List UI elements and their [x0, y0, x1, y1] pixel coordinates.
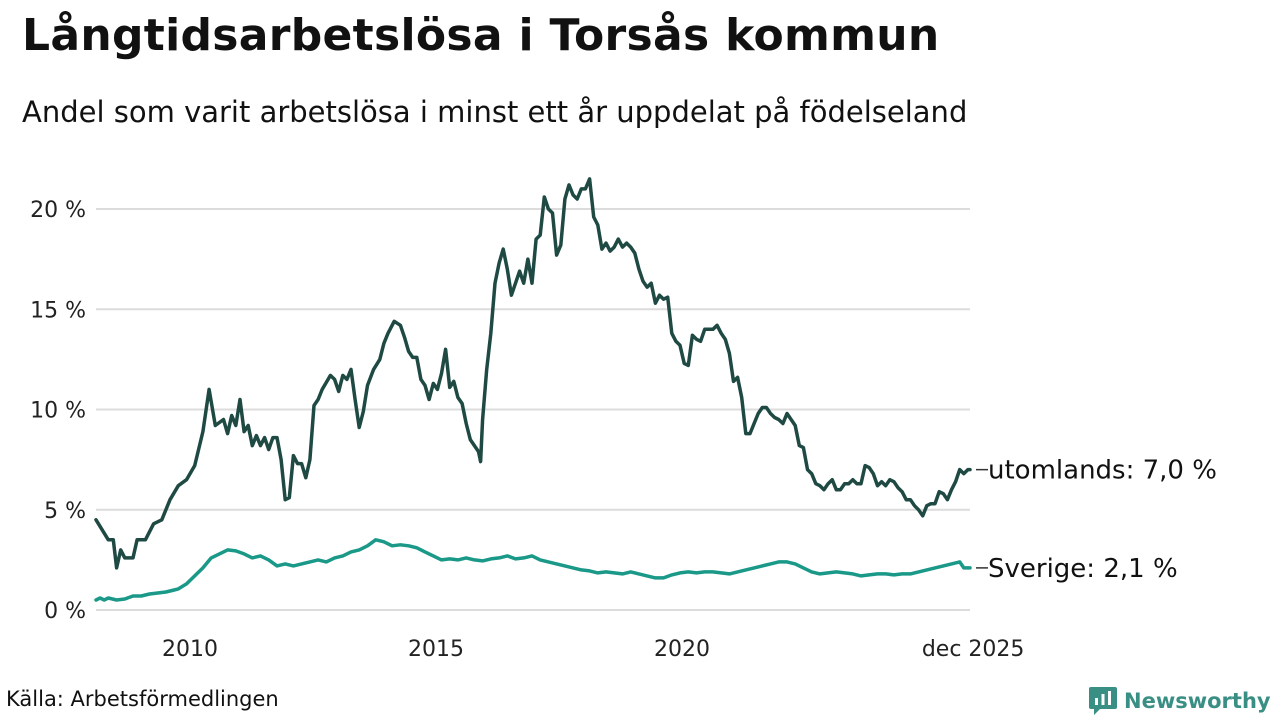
y-tick-label: 5 % — [44, 499, 86, 524]
y-tick-label: 0 % — [44, 599, 86, 624]
series-line-utomlands — [94, 177, 972, 570]
source-note: Källa: Arbetsförmedlingen — [6, 687, 279, 711]
y-tick-label: 15 % — [30, 298, 86, 323]
chart-subtitle: Andel som varit arbetslösa i minst ett å… — [22, 95, 968, 129]
x-tick-label: 2015 — [408, 637, 464, 662]
series-line-sverige — [94, 538, 972, 602]
series-end-label-sverige: Sverige: 2,1 % — [988, 554, 1178, 584]
brand-name: Newsworthy — [1124, 689, 1271, 713]
chart-title: Långtidsarbetslösa i Torsås kommun — [22, 10, 940, 61]
series-end-label-utomlands: utomlands: 7,0 % — [988, 456, 1217, 486]
x-tick-label: dec 2025 — [922, 637, 1025, 662]
y-tick-label: 10 % — [30, 399, 86, 424]
y-tick-label: 20 % — [30, 198, 86, 223]
brand-logo: Newsworthy — [1088, 684, 1271, 718]
newsworthy-logo-icon — [1089, 687, 1117, 715]
x-tick-label: 2010 — [162, 637, 218, 662]
x-tick-label: 2020 — [654, 637, 710, 662]
